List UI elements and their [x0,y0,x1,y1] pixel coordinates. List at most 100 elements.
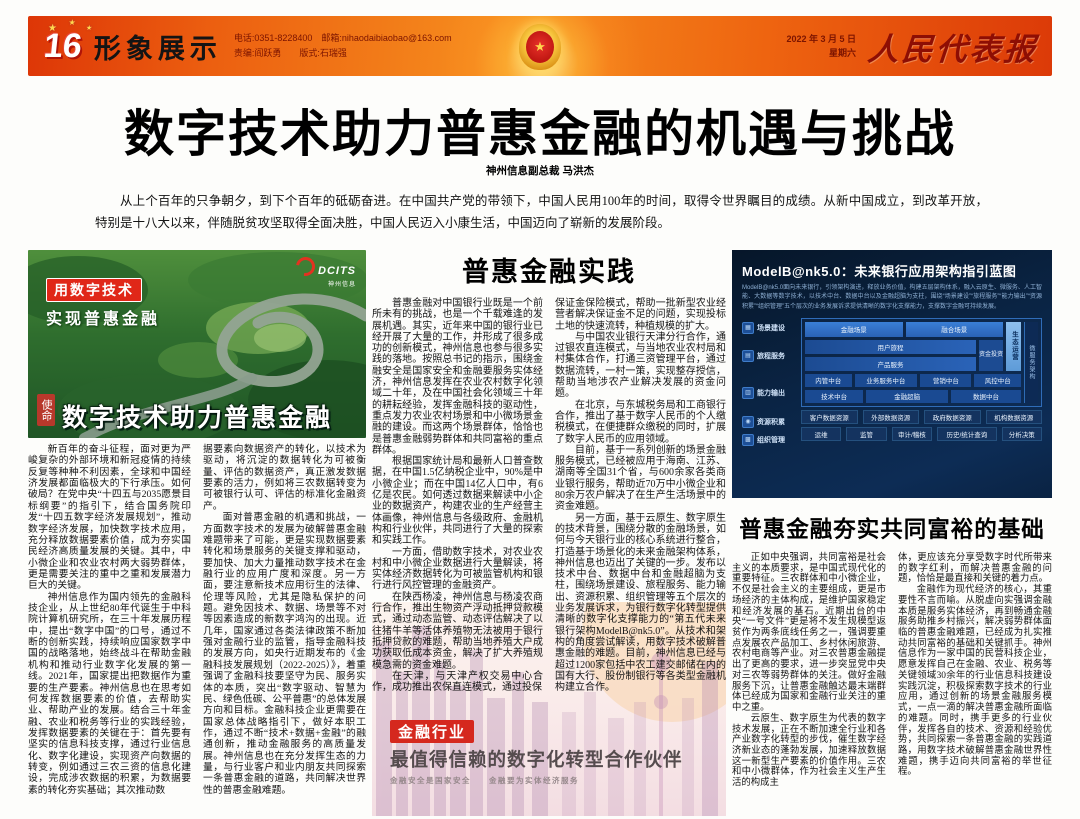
diagram-box: 技术中台 [805,389,864,403]
image-slogan: 用数字技术 实现普惠金融 [46,278,160,329]
paragraph: 在陕西杨凌，神州信息与杨凌农商行合作，推出生物资产浮动抵押贷款模式，通过动态监管… [372,591,543,671]
dcits-logo: DCITS 神州信息 [292,253,356,288]
diagram-box: 产品服务 [805,356,976,371]
scene-row: 金融场景 融合场景 [805,321,1003,337]
diagram-box: 监管 [846,426,887,441]
org-management-row: 运维 监管 审计/稽核 历史/统计查询 分析决策 [801,426,1042,441]
contact-line: 电话:0351-8228400 邮箱:nihaodaibiaobao@163.c… [233,32,452,43]
paragraph: 体，更应该充分享受数字时代所带来的数字红利，而解决普惠金融的问题，恰恰是最直接和… [898,553,1052,585]
middle-article-col2: 保证金保险模式，帮助一批新型农业经营者解决保证金不足的问题，实现投标土地的快速流… [555,298,726,693]
resource-layer-icon: ◉ [742,415,754,428]
diagram-box: 金融超脑 [866,389,948,403]
date-line: 2022 年 3 月 5 日 [786,33,856,44]
diagram-box: 业务服务中台 [854,373,918,387]
section-name: 形象展示 [93,33,222,64]
diagram-grid: ▦ 场景建设 ▤ 旅程服务 ▥ 能力输出 ◉ 资源积累 ▩ 组织管理 金融场景 [742,317,1042,448]
diagram-box: 审计/稽核 [891,426,933,441]
layer-label: ▤ 旅程服务 [742,338,796,374]
middle-platform-row: 内管中台 业务服务中台 营销中台 风控中台 [805,373,1021,387]
mission-seal: 使命 [37,394,55,426]
diagram-description: ModelB@nk5.0面向未来银行，引领架构演进，释放业务价值，构建五层架构体… [742,285,1042,310]
national-emblem-icon: ★ [519,24,561,70]
right-article: 正如中央强调，共同富裕是社会主义的本质要求，是中国式现代化的重要特征。三农群体和… [732,553,1052,789]
microservice-strip: 微服务架构 [1024,321,1038,403]
layer-label: ▦ 场景建设 [742,318,796,338]
capability-layer-icon: ▥ [742,386,754,399]
contact-info: 电话:0351-8228400 邮箱:nihaodaibiaobao@163.c… [234,31,452,62]
diagram-content: 金融场景 融合场景 用户旅程 产品服务 资金投资 [805,321,1021,403]
right-column: ModelB@nk5.0：未来银行应用架构指引蓝图 ModelB@nk5.0面向… [732,250,1052,816]
photo-caption: 数字技术助力普惠金融 [61,404,332,432]
city-photo: 金融行业 最值得信赖的数字化转型合作伙伴 金融安全是国家安全 金融要为实体经济服… [372,602,726,816]
journey-stack: 用户旅程 产品服务 [805,339,976,371]
middle-body: 金融行业 最值得信赖的数字化转型合作伙伴 金融安全是国家安全 金融要为实体经济服… [372,298,726,816]
middle-article: 普惠金融对中国银行业既是一个前所未有的挑战，也是一个千载难逢的发展机遇。其实，近… [372,298,726,693]
dcits-logo-subtext: 神州信息 [327,282,356,288]
diagram-box: 资金投资 [979,339,1003,371]
star-icon: ★ [47,22,58,34]
finance-slogan-title: 最值得信赖的数字化转型合作伙伴 [390,749,683,770]
forest-illustration [28,250,366,438]
diagram-box: 金融场景 [805,321,903,337]
data-resource-row: 客户数据资源 外部数据资源 政府数据资源 机构数据资源 [801,409,1042,424]
byline: 神州信息副总裁 马洪杰 [486,165,594,177]
diagram-box: 风控中台 [974,373,1021,387]
paragraph: 正如中央强调，共同富裕是社会主义的本质要求，是中国式现代化的重要特征。三农群体和… [732,553,886,714]
paragraph: 金融作为现代经济的核心，其重要性不言而喻。从脱虚向实强调金融本质是服务实体经济，… [898,585,1052,778]
newspaper-title: 人民代表报 [866,31,1040,67]
tech-platform-row: 技术中台 金融超脑 数据中台 [805,389,1021,403]
layer-label-text: 旅程服务 [757,352,785,360]
middle-column: 普惠金融实践 [372,250,726,816]
diagram-title: ModelB@nk5.0：未来银行应用架构指引蓝图 [742,264,1017,279]
star-icon: ★ [68,17,77,27]
left-column: 用数字技术 实现普惠金融 DCITS 神州信息 使命 数字技术助力普惠金融 新百… [28,250,366,816]
paragraph: 据要素向数据资产的转化，以技术为驱动，将沉淀的数据转化为可被衡量、评估的数据资产… [203,444,366,512]
forest-photo: 用数字技术 实现普惠金融 DCITS 神州信息 使命 数字技术助力普惠金融 [28,250,366,438]
header-left: ★ ★ ★ 16 形象展示 电话:0351-8228400 邮箱:nihaoda… [42,16,452,76]
journey-layer-icon: ▤ [742,349,754,362]
paragraph: 新百年的奋斗征程，面对更为严峻复杂的外部环境和新冠疫情的持续反复等种种不利因素，… [28,444,191,592]
intro-paragraph: 从上个百年的只争朝夕，到下个百年的砥砺奋进。在中国共产党的带领下，中国人民用10… [95,194,988,231]
paragraph: 云原生、数字原生为代表的数字技术发展，正在不断加速全行业和各产业数字化转型的步伐… [732,713,886,789]
paragraph: 神州信息作为国内领先的金融科技企业，从上世纪80年代诞生于中科院计算机研究所，在… [28,591,191,796]
diagram-box: 客户数据资源 [801,409,858,424]
layer-label-text: 能力输出 [757,389,785,397]
dcits-swoosh-icon [292,253,319,280]
layer-label-text: 资源积累 [757,418,785,426]
layer-label-text: 组织管理 [757,436,785,444]
diagram-main: 金融场景 融合场景 用户旅程 产品服务 资金投资 [801,317,1042,448]
page-number: ★ ★ ★ 16 [42,18,92,66]
diagram-box: 融合场景 [905,321,1003,337]
journey-row: 用户旅程 产品服务 资金投资 [805,339,1003,371]
star-icon: ★ [85,24,93,32]
header-right: 2022 年 3 月 5 日 星期六 人民代表报 [786,16,1040,76]
paragraph: 另一方面，基于云原生、数字原生的技术背景，围绕分散的金融场景，如何与今天银行业的… [555,512,726,694]
paragraph: 面对普惠金融的机遇和挑战，一方面数字技术的发展为破解普惠金融难题带来了可能，更是… [203,512,366,796]
diagram-top-block: 金融场景 融合场景 用户旅程 产品服务 资金投资 [805,321,1021,371]
diagram-subpanel: 金融场景 融合场景 用户旅程 产品服务 资金投资 [801,317,1042,407]
dcits-logo-text: DCITS [318,265,356,277]
issue-date: 2022 年 3 月 5 日 星期六 [786,32,856,61]
right-article-col1: 正如中央强调，共同富裕是社会主义的本质要求，是中国式现代化的重要特征。三农群体和… [732,553,886,789]
finance-industry-tag: 金融行业 [390,720,475,743]
diagram-box: 运维 [801,426,842,441]
paragraph: 普惠金融对中国银行业既是一个前所未有的挑战，也是一个千载难逢的发展机遇。其实，近… [372,298,543,456]
diagram-layer-labels: ▦ 场景建设 ▤ 旅程服务 ▥ 能力输出 ◉ 资源积累 ▩ 组织管理 [742,318,796,448]
diagram-box: 用户旅程 [805,339,976,354]
paragraph: 一方面，借助数字技术，对农业农村和中小微企业数据进行大量解读，将实体经济数据转化… [372,546,543,592]
city-overlay-text: 金融行业 最值得信赖的数字化转型合作伙伴 金融安全是国家安全 金融要为实体经济服… [390,720,683,786]
slogan-line1: 用数字技术 [46,278,142,302]
scene-layer-icon: ▦ [742,321,754,334]
middle-article-col1: 普惠金融对中国银行业既是一个前所未有的挑战，也是一个千载难逢的发展机遇。其实，近… [372,298,543,693]
paragraph: 目前，基于一系列创新的场景金融服务模式，已经被应用于海南、江苏、湖南等全国31个… [555,444,726,513]
paragraph: 在天津，与天津产权交易中心合作，成功推出农保直连模式，通过投保 [372,670,543,694]
emblem-star-icon: ★ [526,31,554,63]
diagram-box: 政府数据资源 [924,409,981,424]
masthead-bar: ★ ★ ★ 16 形象展示 电话:0351-8228400 邮箱:nihaoda… [28,16,1052,76]
left-article: 新百年的奋斗征程，面对更为严峻复杂的外部环境和新冠疫情的持续反复等种种不利因素，… [28,444,366,796]
editor-line: 责编:阎跃勇 版式:石瑞强 [233,48,347,58]
layer-label: ▥ 能力输出 [742,374,796,412]
main-headline: 数字技术助力普惠金融的机遇与挑战 [124,106,956,162]
left-article-col1: 新百年的奋斗征程，面对更为严峻复杂的外部环境和新冠疫情的持续反复等种种不利因素，… [28,444,191,796]
